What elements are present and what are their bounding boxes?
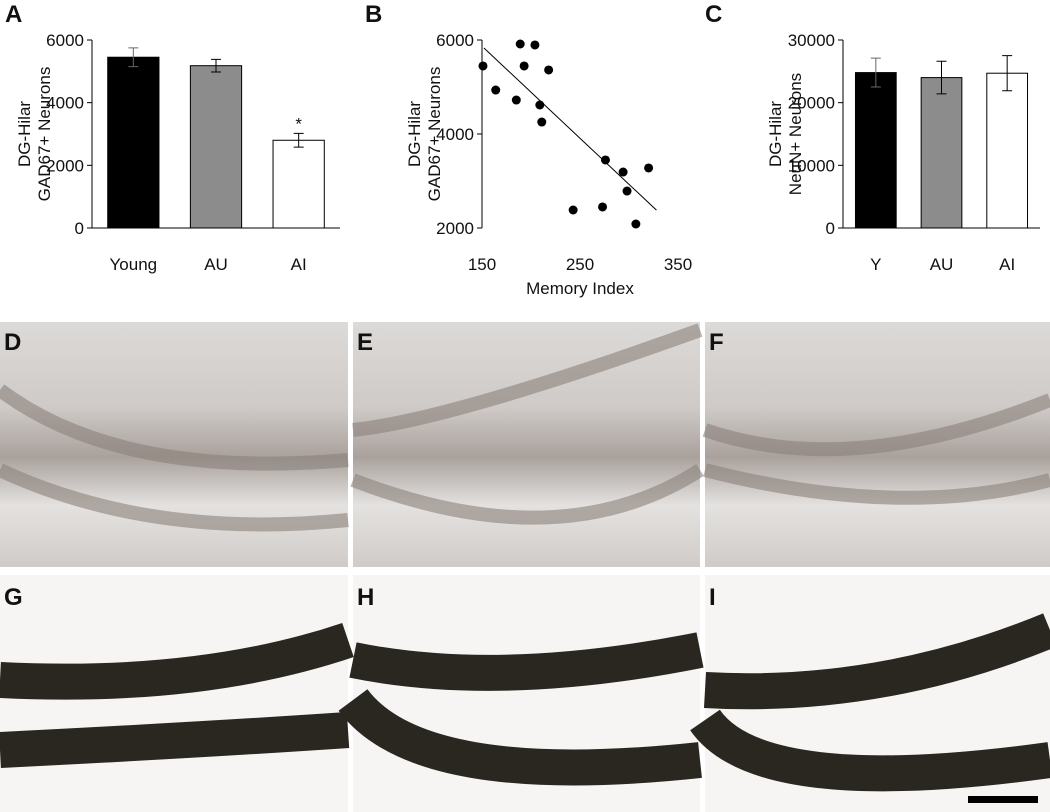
point: [598, 202, 608, 212]
point: [622, 186, 632, 196]
error-bar: [293, 132, 304, 148]
point: [618, 167, 628, 177]
cell-layer: [338, 632, 704, 786]
error-bar: [936, 60, 947, 95]
error-bar: [1002, 55, 1013, 92]
x-axis-label: Memory Index: [526, 279, 634, 298]
point: [644, 163, 654, 173]
point: [530, 40, 540, 50]
y-axis-label: DG-Hilar: [405, 101, 424, 167]
y-tick-label: 20000: [788, 94, 835, 113]
point: [519, 61, 529, 71]
y-axis-label: GAD67+ Neurons: [35, 67, 54, 202]
panel-label: C: [705, 1, 722, 28]
x-tick-label: 250: [566, 255, 594, 274]
point: [478, 61, 488, 71]
cell-layer: [702, 393, 1050, 505]
error-bar: [211, 58, 221, 73]
bar: [272, 139, 325, 229]
y-axis-label: DG-Hilar: [766, 101, 785, 167]
point: [568, 205, 578, 215]
bar: [854, 72, 897, 229]
x-tick-label: 150: [468, 255, 496, 274]
x-tick-label: AI: [999, 255, 1015, 274]
y-tick-label: 4000: [436, 125, 474, 144]
point: [491, 85, 501, 95]
point: [544, 65, 554, 75]
x-tick-label: 350: [664, 255, 692, 274]
panel-label: I: [709, 584, 716, 611]
panel-label: B: [365, 1, 382, 28]
y-tick-label: 6000: [436, 31, 474, 50]
y-tick-label: 0: [826, 219, 835, 238]
error-bar: [128, 47, 139, 68]
micrograph: [353, 322, 700, 567]
cell-layer: [690, 613, 1050, 792]
panel-label: F: [709, 329, 724, 356]
panel-label: E: [357, 329, 373, 356]
micrographs: [0, 322, 1050, 812]
x-tick-label: AU: [204, 255, 228, 274]
x-tick-label: AU: [930, 255, 954, 274]
y-axis-label: DG-Hilar: [15, 101, 34, 167]
cell-layer: [0, 384, 349, 532]
x-tick-label: AI: [291, 255, 307, 274]
trend-line: [483, 47, 657, 211]
y-tick-label: 6000: [46, 31, 84, 50]
error-bar: [870, 57, 881, 88]
y-tick-label: 2000: [46, 156, 84, 175]
cell-layer: [350, 323, 704, 525]
panel-label: G: [4, 584, 23, 611]
point: [631, 219, 641, 229]
point: [515, 39, 525, 49]
panel-label: A: [5, 1, 22, 28]
panel-label: H: [357, 584, 374, 611]
y-axis-label: NeuN+ Neurons: [786, 73, 805, 195]
point: [537, 117, 547, 127]
x-tick-label: Y: [870, 255, 881, 274]
x-tick-label: Young: [110, 255, 158, 274]
scale-bar: [968, 796, 1038, 803]
point: [600, 155, 610, 165]
point: [535, 100, 545, 110]
bar: [107, 56, 160, 229]
bar: [920, 77, 963, 229]
bar: [986, 72, 1029, 229]
y-tick-label: 4000: [46, 94, 84, 113]
annotation: *: [295, 114, 302, 133]
point: [511, 95, 521, 105]
y-tick-label: 30000: [788, 31, 835, 50]
y-tick-label: 0: [75, 219, 84, 238]
y-tick-label: 10000: [788, 156, 835, 175]
panel-label: D: [4, 329, 21, 356]
y-tick-label: 2000: [436, 219, 474, 238]
y-axis-label: GAD67+ Neurons: [425, 67, 444, 202]
cell-layer: [0, 622, 354, 768]
bar: [189, 65, 243, 229]
